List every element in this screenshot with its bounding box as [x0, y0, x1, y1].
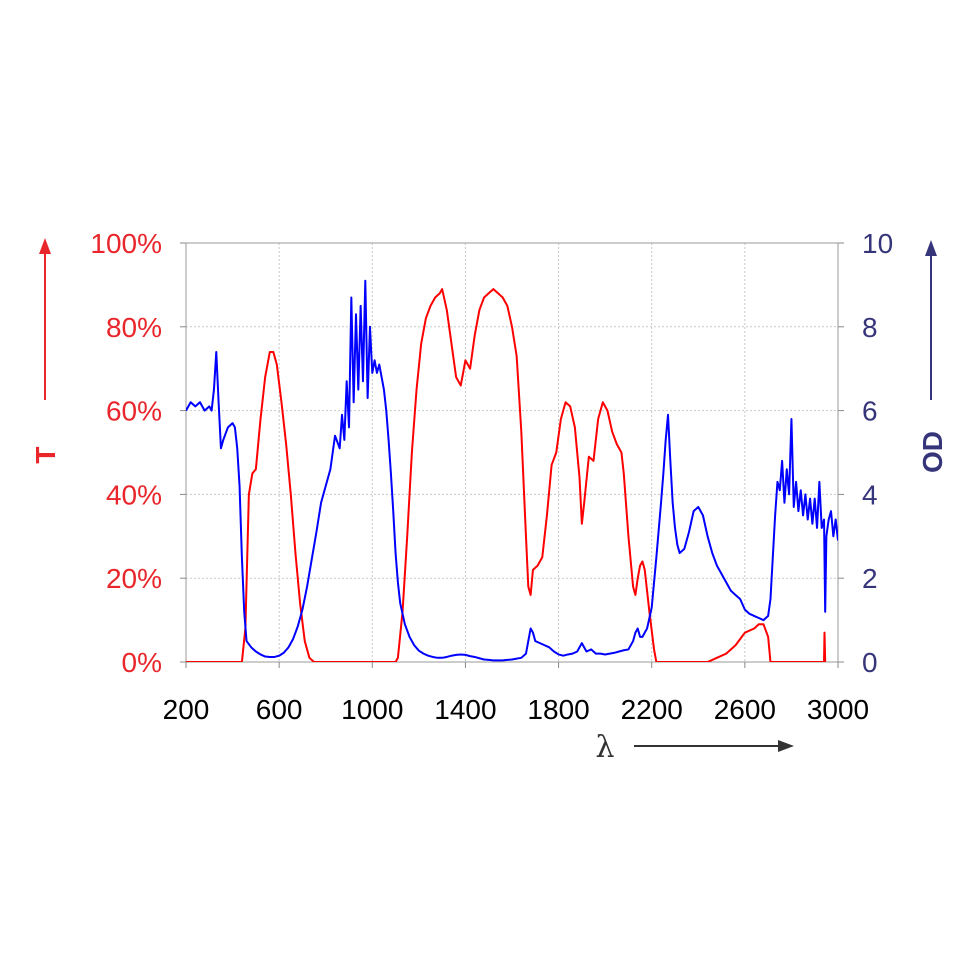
left-tick-label: 20% — [106, 563, 162, 594]
right-axis-ticks: 0 2 4 6 8 10 — [862, 228, 893, 678]
right-tick-label: 2 — [862, 563, 878, 594]
od-series-line — [186, 279, 838, 662]
x-tick-label: 3000 — [807, 694, 869, 725]
tick-marks — [180, 242, 844, 668]
plot-frame — [185, 242, 839, 663]
left-axis-title-group: T — [30, 238, 61, 464]
right-tick-label: 6 — [862, 396, 878, 427]
x-tick-label: 2600 — [714, 694, 776, 725]
right-axis-title-group: OD — [917, 240, 948, 473]
right-tick-label: 0 — [862, 647, 878, 678]
right-tick-label: 10 — [862, 228, 893, 259]
series-group — [186, 279, 838, 662]
right-axis-title: OD — [917, 431, 948, 473]
left-tick-label: 0% — [122, 647, 162, 678]
x-axis-title-group: λ — [595, 730, 794, 765]
left-axis-title: T — [30, 446, 61, 463]
x-tick-label: 1400 — [434, 694, 496, 725]
right-tick-label: 8 — [862, 312, 878, 343]
left-axis-ticks: 0% 20% 40% 60% 80% 100% — [90, 228, 162, 678]
x-axis-arrow-icon — [778, 740, 794, 752]
x-axis-title: λ — [595, 730, 614, 765]
x-tick-label: 1000 — [341, 694, 403, 725]
left-tick-label: 80% — [106, 312, 162, 343]
left-axis-arrow-icon — [39, 238, 51, 254]
right-tick-label: 4 — [862, 479, 878, 510]
left-tick-label: 60% — [106, 396, 162, 427]
right-axis-arrow-icon — [925, 240, 937, 256]
x-axis-ticks: 200 600 1000 1400 1800 2200 2600 3000 — [163, 694, 870, 725]
left-tick-label: 100% — [90, 228, 162, 259]
x-tick-label: 600 — [256, 694, 303, 725]
x-tick-label: 2200 — [621, 694, 683, 725]
x-tick-label: 1800 — [527, 694, 589, 725]
left-tick-label: 40% — [106, 479, 162, 510]
x-tick-label: 200 — [163, 694, 210, 725]
transmission-series-line — [186, 288, 827, 662]
